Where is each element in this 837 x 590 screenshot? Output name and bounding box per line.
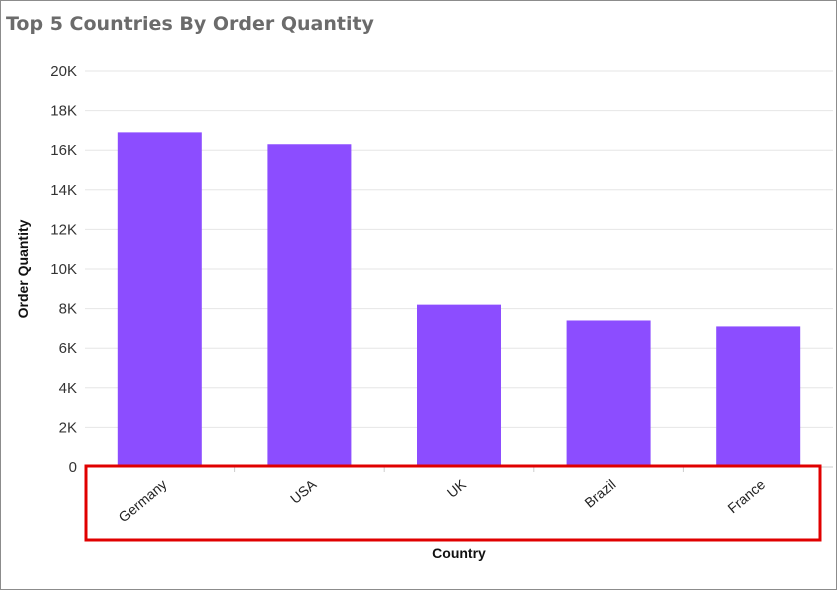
y-tick-label: 10K [50, 261, 77, 278]
y-tick-label: 6K [59, 340, 77, 357]
y-axis-title: Order Quantity [15, 219, 31, 318]
y-tick-label: 0 [69, 459, 77, 476]
bar-uk[interactable] [417, 304, 501, 467]
y-tick-label: 14K [50, 182, 77, 199]
y-tick-label: 16K [50, 142, 77, 159]
x-tick-label: France [724, 476, 768, 516]
x-tick-label: Germany [115, 476, 169, 525]
bars [117, 132, 801, 467]
x-axis-ticks: Germany USA UK Brazil France [115, 467, 768, 525]
y-tick-label: 4K [59, 380, 77, 397]
x-tick-label: Brazil [581, 476, 618, 511]
x-tick-label: UK [444, 476, 470, 501]
bar-germany[interactable] [117, 132, 202, 467]
chart-title: Top 5 Countries By Order Quantity [6, 13, 374, 35]
bar-france[interactable] [716, 326, 801, 467]
y-tick-label: 18K [50, 103, 77, 120]
y-tick-label: 20K [50, 63, 77, 80]
x-tick-label: USA [287, 476, 320, 507]
y-tick-label: 2K [59, 419, 77, 436]
x-axis-title: Country [432, 545, 486, 561]
bar-usa[interactable] [267, 144, 352, 467]
y-tick-label: 8K [59, 301, 77, 318]
category-axis-highlight-box [84, 464, 822, 542]
y-tick-label: 12K [50, 221, 77, 238]
bar-brazil[interactable] [566, 320, 651, 467]
y-axis-ticks: 0 2K 4K 6K 8K 10K 12K 14K 16K 18K 20K [50, 63, 77, 476]
